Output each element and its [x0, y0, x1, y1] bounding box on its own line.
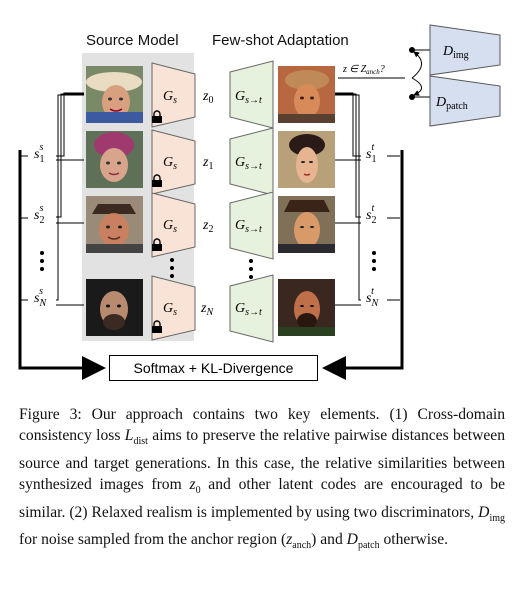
- target-similarity-connectors: [333, 92, 400, 306]
- loss-arrows: [18, 150, 404, 380]
- caption-zanch: zanch: [286, 531, 312, 552]
- adapted-face-image: [278, 279, 335, 336]
- caption-dpatch: Dpatch: [346, 531, 380, 552]
- source-face-image: [86, 196, 143, 253]
- discriminator-img: [429, 24, 501, 76]
- source-generator-2: [151, 192, 196, 258]
- d-img-label: Dimg: [442, 44, 469, 61]
- caption-dimg: Dimg: [478, 503, 505, 524]
- pipeline-diagram: Gs Gs Gs Gs Gs→t Gs→t Gs→t Gs→t z0 z1 z2…: [18, 24, 501, 380]
- discriminator-branch: [338, 47, 430, 100]
- lock-icon: [152, 238, 162, 251]
- gst-label: Gs→t: [235, 155, 262, 172]
- lock-icon: [152, 110, 162, 123]
- loss-symbol: Ldist: [124, 427, 148, 448]
- source-generator-0: [151, 62, 196, 128]
- latent-z1: z1: [202, 155, 213, 172]
- caption-z0: z0: [189, 476, 201, 497]
- caption-text-6: otherwise.: [379, 531, 449, 549]
- gst-label: Gs→t: [235, 89, 262, 106]
- discriminator-patch: [429, 75, 501, 127]
- source-model-header: Source Model: [86, 32, 179, 49]
- adapted-face-image: [278, 131, 335, 188]
- target-sim-2: s2t: [366, 203, 376, 226]
- caption-text-5: ) and: [311, 531, 347, 549]
- adapted-generator-n: [229, 274, 274, 343]
- ellipsis-dots: [40, 251, 376, 279]
- d-patch-label: Dpatch: [435, 95, 468, 112]
- source-face-image: [86, 279, 143, 336]
- loss-box: Softmax + KL-Divergence: [109, 355, 318, 381]
- source-face-image: [86, 131, 143, 188]
- lock-icon: [152, 320, 162, 333]
- source-face-image: [86, 66, 143, 123]
- gst-label: Gs→t: [235, 218, 262, 235]
- few-shot-adaptation-header: Few-shot Adaptation: [212, 32, 349, 49]
- gs-label: Gs: [163, 155, 177, 172]
- source-similarity-connectors: [20, 92, 84, 306]
- caption-text-1: Our approach contains two key elements. …: [19, 406, 505, 445]
- target-sim-n: sNt: [366, 286, 379, 309]
- gst-label: Gs→t: [235, 301, 262, 318]
- gs-label: Gs: [163, 89, 177, 106]
- latent-z0: z0: [202, 89, 213, 106]
- anchor-condition: z ∈ Zanch?: [342, 64, 385, 76]
- caption-label: Figure 3:: [19, 406, 82, 423]
- source-sim-1: s1s: [34, 142, 44, 165]
- adapted-generator-2: [229, 191, 274, 260]
- adapted-face-image: [278, 66, 335, 123]
- latent-zn: zN: [200, 301, 214, 318]
- adapted-face-image: [278, 196, 335, 253]
- source-generator-n: [151, 275, 196, 341]
- target-sim-1: s1t: [366, 142, 376, 165]
- gs-label: Gs: [163, 218, 177, 235]
- latent-z2: z2: [202, 218, 213, 235]
- gs-label: Gs: [163, 301, 177, 318]
- caption-text-4: for noise sampled from the anchor region…: [19, 531, 287, 549]
- source-sim-n: sNs: [34, 286, 47, 309]
- figure-caption: Figure 3: Our approach contains two key …: [19, 404, 505, 557]
- lock-icon: [152, 174, 162, 187]
- source-sim-2: s2s: [34, 203, 44, 226]
- caption-text-2: aims to preserve the relative pairwise d…: [19, 427, 505, 494]
- caption-text-3: and other latent codes are encouraged to…: [19, 476, 505, 521]
- source-generator-1: [151, 129, 196, 195]
